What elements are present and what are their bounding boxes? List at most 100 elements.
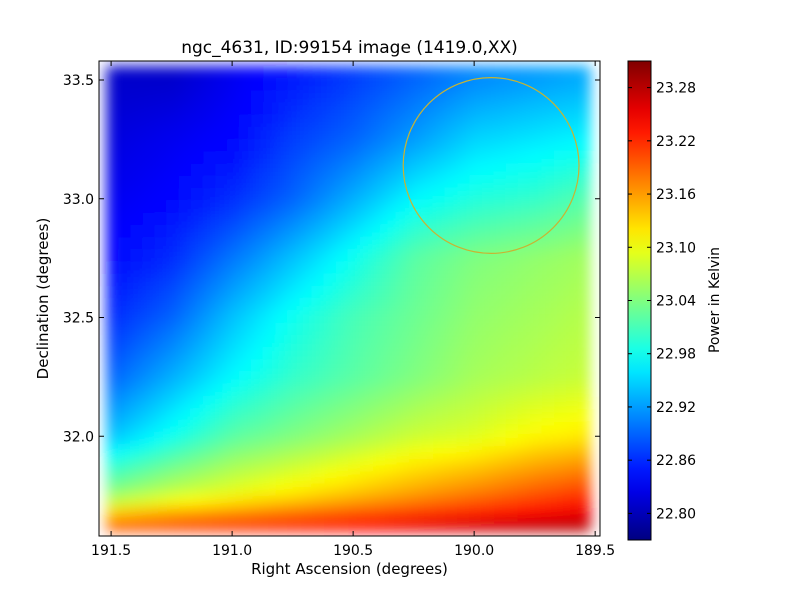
heatmap-cell	[420, 372, 434, 385]
heatmap-cell	[251, 286, 265, 300]
heatmap-cell	[287, 114, 301, 128]
heatmap-cell	[445, 78, 458, 91]
heatmap-cell	[251, 188, 265, 202]
heatmap-cell	[178, 421, 192, 434]
heatmap-cell	[275, 310, 289, 324]
heatmap-cell	[433, 212, 446, 226]
heatmap-cell	[336, 494, 349, 508]
heatmap-cell	[130, 274, 144, 287]
heatmap-cell	[578, 127, 591, 140]
heatmap-cell	[118, 445, 132, 459]
heatmap-cell	[118, 323, 132, 336]
heatmap-cell	[529, 457, 543, 471]
heatmap-cell	[263, 212, 277, 226]
heatmap-cell	[106, 421, 119, 434]
heatmap-cell	[505, 65, 519, 79]
heatmap-cell	[457, 298, 470, 312]
heatmap-cell	[227, 261, 240, 275]
heatmap-cell	[336, 470, 349, 483]
heatmap-cell	[239, 494, 253, 508]
heatmap-cell	[239, 286, 253, 300]
heatmap-cell	[445, 249, 458, 263]
heatmap-cell	[215, 127, 228, 140]
heatmap-cell	[348, 421, 361, 434]
heatmap-cell	[505, 237, 519, 251]
heatmap-cell	[178, 212, 192, 226]
heatmap-cell	[420, 286, 434, 300]
heatmap-cell	[529, 470, 543, 483]
heatmap-cell	[505, 127, 519, 140]
heatmap-cell	[566, 176, 579, 189]
heatmap-cell	[481, 176, 495, 189]
heatmap-cell	[324, 114, 337, 128]
heatmap-cell	[311, 261, 325, 275]
heatmap-cell	[348, 323, 361, 336]
heatmap-cell	[384, 298, 398, 312]
heatmap-cell	[529, 114, 543, 128]
heatmap-cell	[190, 78, 204, 91]
heatmap-cell	[311, 335, 325, 349]
heatmap-cell	[299, 78, 313, 91]
heatmap-cell	[324, 494, 337, 508]
heatmap-cell	[154, 102, 168, 116]
heatmap-cell	[420, 212, 434, 226]
heatmap-cell	[457, 163, 470, 177]
heatmap-cell	[384, 457, 398, 471]
heatmap-cell	[178, 347, 192, 361]
heatmap-cell	[227, 176, 240, 189]
heatmap-cell	[263, 519, 277, 532]
heatmap-cell	[275, 445, 289, 459]
heatmap-cell	[505, 457, 519, 471]
heatmap-cell	[142, 470, 156, 483]
heatmap-cell	[420, 200, 434, 214]
heatmap-cell	[190, 396, 204, 410]
heatmap-cell	[130, 163, 144, 177]
heatmap-cell	[372, 372, 386, 385]
heatmap-cell	[408, 310, 422, 324]
heatmap-cell	[493, 310, 507, 324]
heatmap-cell	[505, 482, 519, 496]
heatmap-cell	[215, 286, 228, 300]
heatmap-cell	[578, 200, 591, 214]
heatmap-cell	[384, 482, 398, 496]
heatmap-cell	[106, 274, 119, 287]
heatmap-cell	[433, 151, 446, 165]
heatmap-cell	[408, 65, 422, 79]
heatmap-cell	[142, 65, 156, 79]
heatmap-cell	[166, 506, 180, 520]
heatmap-cell	[445, 65, 458, 79]
heatmap-cell	[239, 261, 253, 275]
heatmap-cell	[578, 519, 591, 532]
heatmap-cell	[311, 433, 325, 447]
heatmap-cell	[215, 78, 228, 91]
heatmap-cell	[541, 261, 555, 275]
heatmap-cell	[166, 457, 180, 471]
heatmap-cell	[481, 457, 495, 471]
heatmap-cell	[433, 445, 446, 459]
heatmap-cell	[263, 494, 277, 508]
heatmap-cell	[190, 372, 204, 385]
heatmap-cell	[106, 114, 119, 128]
heatmap-cell	[142, 335, 156, 349]
heatmap-cell	[130, 457, 144, 471]
heatmap-cell	[445, 298, 458, 312]
heatmap-cell	[299, 323, 313, 336]
heatmap-cell	[239, 163, 253, 177]
heatmap-cell	[566, 384, 579, 398]
heatmap-cell	[469, 176, 482, 189]
heatmap-cell	[493, 78, 507, 91]
heatmap-cell	[445, 457, 458, 471]
heatmap-cell	[227, 78, 240, 91]
heatmap-cell	[118, 310, 132, 324]
heatmap-cell	[469, 237, 482, 251]
heatmap-cell	[493, 90, 507, 104]
heatmap-cell	[529, 421, 543, 434]
heatmap-cell	[142, 102, 156, 116]
heatmap-cell	[118, 519, 132, 532]
heatmap-cell	[445, 347, 458, 361]
heatmap-cell	[445, 359, 458, 373]
heatmap-cell	[384, 396, 398, 410]
heatmap-cell	[251, 384, 265, 398]
heatmap-cell	[420, 127, 434, 140]
heatmap-cell	[336, 298, 349, 312]
